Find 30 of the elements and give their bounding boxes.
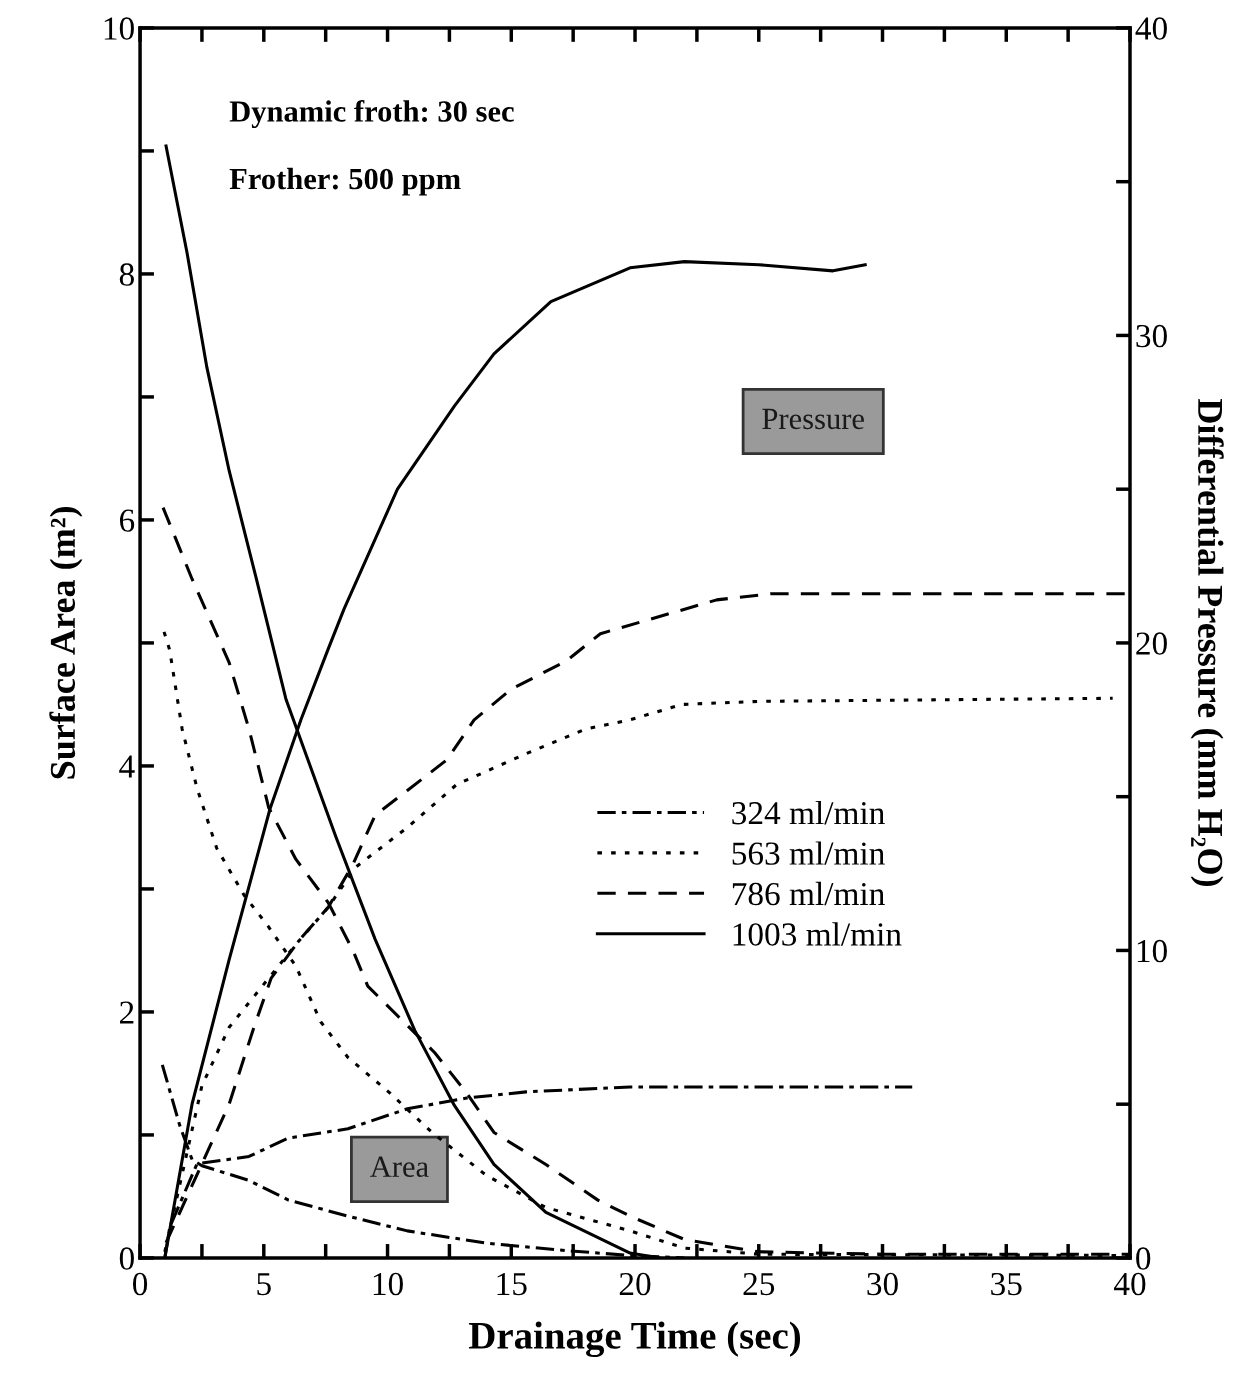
y2-tick-label: 0 [1136,1247,1151,1270]
y-tick-label: 10 [104,17,134,40]
x-tick-label: 35 [991,1272,1022,1296]
legend-label: 324 ml/min [732,800,885,825]
y2-tick-label: 20 [1136,632,1167,655]
legend-label: 563 ml/min [732,841,885,865]
x-tick-label: 5 [257,1273,271,1296]
x-tick-label: 15 [497,1272,527,1296]
y-tick-label: 4 [119,755,135,778]
x-tick-label: 20 [619,1272,651,1296]
x-tick-label: 40 [1113,1272,1146,1296]
y2-tick-label: 30 [1136,324,1167,348]
annotation: Frother: 500 ppm [229,167,461,196]
legend-label: 1003 ml/min [733,922,902,946]
y-axis-title: Surface Area (m²) [49,507,83,779]
x-tick-label: 30 [867,1272,898,1296]
y2-tick-label: 10 [1137,939,1167,963]
annotation: Dynamic froth: 30 sec [229,99,514,129]
x-tick-label: 25 [743,1272,775,1296]
y2-axis-title: Differential Pressure (mm H₂O) [1190,398,1224,886]
legend-label: 786 ml/min [732,881,885,906]
annotation: Pressure [762,408,864,430]
y-tick-label: 6 [119,509,135,532]
y-tick-label: 8 [119,263,134,286]
y-tick-label: 2 [119,1001,134,1024]
annotation: Area [370,1156,429,1178]
y2-tick-label: 40 [1135,17,1167,40]
x-axis-title: Drainage Time (sec) [469,1321,801,1358]
y-tick-label: 0 [119,1247,134,1270]
x-tick-label: 10 [373,1272,403,1296]
